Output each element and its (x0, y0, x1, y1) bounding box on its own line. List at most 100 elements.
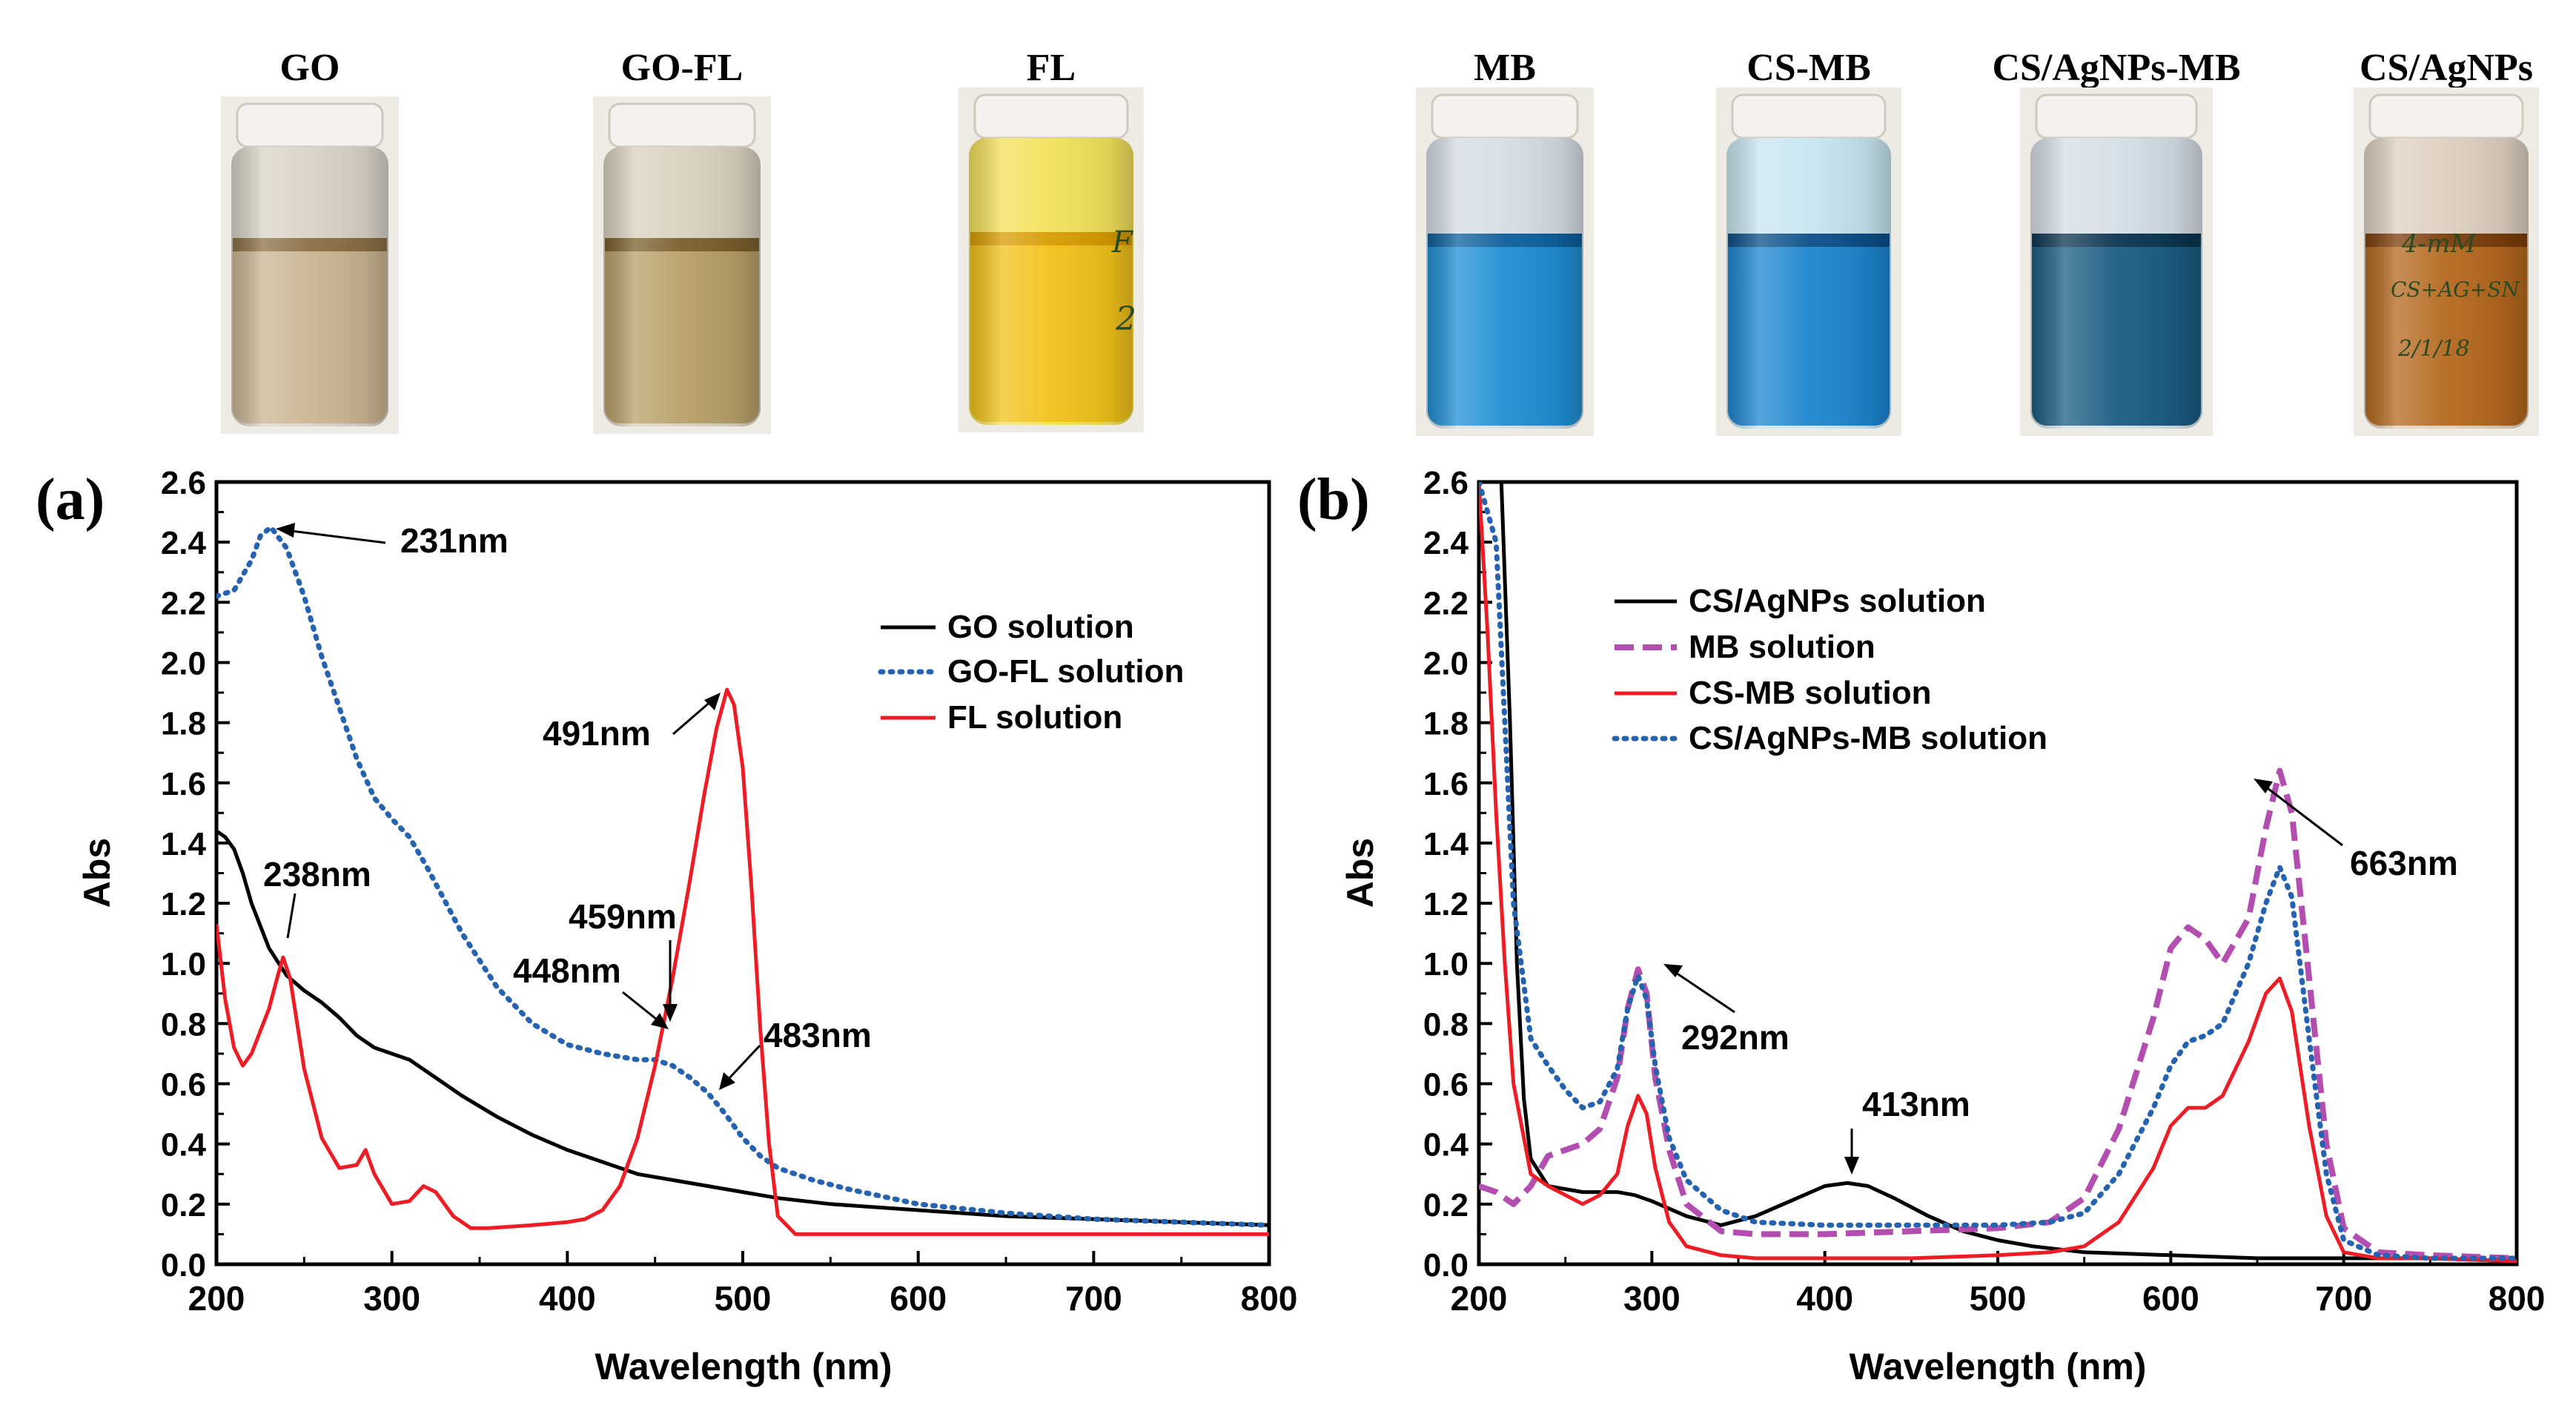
legend-label-cs-mb: CS-MB solution (1689, 675, 1932, 711)
vial-6: CS/AgNPs (2354, 47, 2539, 436)
vial-label: MB (1474, 47, 1536, 89)
x-ticks-a: 200 300 400 500 600 700 800 (188, 1251, 1298, 1318)
annotation-413nm: 413nm (1862, 1085, 1970, 1123)
x-tick-label: 600 (890, 1279, 947, 1318)
y-tick-label: 0.6 (161, 1067, 206, 1103)
annotation-line-238nm (286, 893, 297, 939)
vial-glass-highlight (231, 147, 388, 426)
x-axis-title-b: Wavelength (nm) (1850, 1346, 2147, 1387)
y-tick-label: 1.0 (1423, 946, 1469, 983)
arrowhead-491nm (704, 693, 721, 710)
y-tick-label: 2.0 (161, 645, 206, 681)
annotation-arrow-491nm (672, 699, 712, 736)
annotation-arrow-663nm (2264, 785, 2343, 847)
arrowhead-292nm (1663, 964, 1683, 977)
x-axis-title-a: Wavelength (nm) (595, 1346, 893, 1387)
vial-1: GO-FL (593, 47, 771, 434)
x-ticks-b: 200 300 400 500 600 700 800 (1451, 1251, 2546, 1318)
vial-handwriting: 2/1/18 (2397, 336, 2470, 362)
y-tick-label: 1.6 (161, 766, 206, 802)
x-tick-label: 400 (539, 1279, 596, 1318)
x-tick-label: 600 (2142, 1279, 2199, 1318)
y-tick-label: 1.4 (1423, 826, 1469, 862)
vial-label: GO (280, 47, 340, 89)
legend-label-fl: FL solution (947, 699, 1122, 736)
arrowhead-231nm (276, 523, 295, 538)
annotation-663nm: 663nm (2350, 844, 2458, 882)
arrowhead-483nm (719, 1072, 735, 1090)
series-group-a (216, 524, 1269, 1236)
vial-handwriting: CS+AG+SN (2391, 277, 2520, 302)
annotations-b: 292nm 413nm 663nm (1663, 779, 2458, 1175)
arrowhead-413nm (1844, 1157, 1859, 1175)
y-tick-label: 1.0 (161, 946, 206, 983)
x-tick-label: 700 (1065, 1279, 1122, 1318)
plot-frame-a (214, 480, 1271, 1267)
vial-0: GO (221, 47, 399, 434)
chart-panel-b: (b) 0.0 0.2 0.4 0.6 0.8 1.0 1.2 1.4 1.6 1.8 2.0 2.2… (1297, 465, 2545, 1387)
y-tick-label: 0.6 (1423, 1067, 1469, 1103)
vial-4: CS-MB (1716, 47, 1901, 436)
y-tick-label: 2.4 (1423, 525, 1469, 561)
vial-cap (608, 102, 756, 148)
y-tick-label: 0.0 (161, 1247, 206, 1284)
y-tick-label: 1.4 (161, 826, 207, 862)
series-line-fl-solution (216, 687, 1269, 1236)
arrowhead-663nm (2254, 779, 2273, 793)
annotation-292nm: 292nm (1681, 1018, 1789, 1057)
vial-cap (973, 93, 1129, 139)
y-tick-label: 0.2 (1423, 1187, 1469, 1223)
annotation-448nm: 448nm (513, 951, 621, 990)
y-tick-label: 2.4 (161, 525, 207, 561)
x-tick-label: 700 (2315, 1279, 2372, 1318)
x-tick-label: 300 (363, 1279, 420, 1318)
vial-handwriting: 4-mM (2401, 229, 2477, 259)
series-line-cs-agnps-mb-solution (1479, 482, 2517, 1261)
vial-glass-highlight (603, 147, 761, 426)
legend-label-go-fl: GO-FL solution (947, 653, 1184, 690)
x-tick-label: 200 (1451, 1279, 1508, 1318)
y-tick-label: 2.6 (1423, 465, 1469, 501)
arrowhead-448nm (651, 1013, 669, 1029)
series-line-go-solution (216, 829, 1269, 1227)
y-axis-title-a: Abs (76, 838, 118, 908)
vial-cap (2035, 93, 2198, 139)
annotation-238nm: 238nm (263, 855, 371, 894)
y-tick-label: 0.2 (161, 1187, 206, 1223)
vial-label: CS/AgNPs-MB (1992, 47, 2240, 89)
annotations-a: 231nm 238nm 491nm 459nm 448nm 483nm (263, 521, 872, 1090)
x-tick-label: 800 (1241, 1279, 1298, 1318)
series-line-cs-agnps-solution (1499, 482, 2517, 1264)
vial-glass-highlight (2030, 138, 2202, 429)
annotation-231nm: 231nm (400, 521, 509, 560)
vial-5: CS/AgNPs-MB (1992, 47, 2241, 436)
x-tick-label: 400 (1796, 1279, 1853, 1318)
legend-label-mb: MB solution (1689, 629, 1875, 665)
y-tick-label: 2.2 (1423, 585, 1469, 621)
vial-cap (1431, 93, 1579, 139)
vial-glass-highlight (2364, 138, 2529, 429)
y-ticks-a: 0.0 0.2 0.4 0.6 0.8 1.0 1.2 1.4 1.6 1.8 2.0 2.2 2.4 2… (161, 465, 230, 1284)
vial-photo-row: GO GO-FL FL MB CS-MB CS/AgNPs-MB CS/AgNPs F 2 4-m… (221, 47, 2539, 436)
series-line-cs-mb-solution (1479, 482, 2517, 1264)
annotation-arrow-231nm (285, 529, 386, 544)
y-tick-label: 0.0 (1423, 1247, 1469, 1284)
legend-a: GO solution GO-FL solution FL solution (878, 609, 1184, 736)
x-tick-label: 800 (2489, 1279, 2546, 1318)
vial-label: CS-MB (1746, 47, 1871, 89)
vial-handwriting: 2 (1115, 300, 1136, 338)
vial-label: GO-FL (621, 47, 744, 89)
vial-cap (1731, 93, 1887, 139)
x-tick-label: 200 (188, 1279, 245, 1318)
y-tick-label: 2.6 (161, 465, 206, 501)
vial-label: CS/AgNPs (2360, 47, 2533, 89)
legend-label-cs-agnps-mb: CS/AgNPs-MB solution (1689, 720, 2047, 756)
panel-b-letter: (b) (1297, 467, 1370, 532)
y-tick-label: 0.4 (161, 1127, 207, 1163)
panel-a-letter: (a) (36, 467, 105, 532)
y-tick-label: 2.0 (1423, 645, 1469, 681)
vial-glass-highlight (1726, 138, 1891, 429)
vial-cap (236, 102, 384, 148)
y-tick-label: 0.8 (1423, 1006, 1469, 1043)
chart-panel-a: (a) 0.0 0.2 0.4 0.6 0.8 1.0 1.2 1.4 1.6 1.8 2.0 2.2… (36, 465, 1297, 1387)
